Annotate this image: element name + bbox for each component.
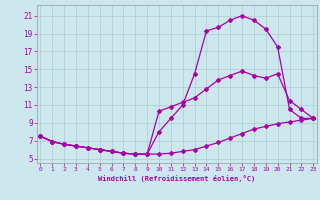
X-axis label: Windchill (Refroidissement éolien,°C): Windchill (Refroidissement éolien,°C)	[98, 175, 255, 182]
